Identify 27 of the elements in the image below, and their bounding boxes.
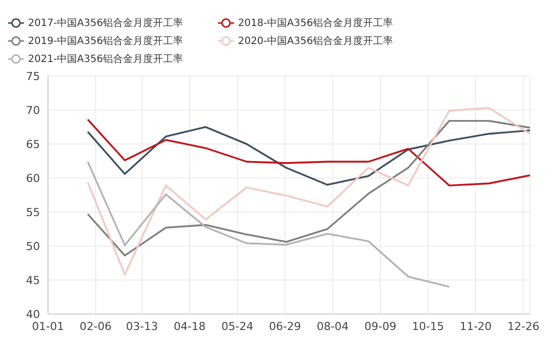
x-tick-label: 01-01	[32, 320, 64, 333]
x-tick-label: 10-15	[412, 320, 444, 333]
x-tick-label: 03-13	[126, 320, 158, 333]
x-tick-label: 08-04	[316, 320, 349, 333]
y-tick-label: 40	[26, 308, 40, 321]
y-tick-label: 65	[26, 138, 40, 151]
line-series	[86, 160, 450, 288]
legend-label: 2021-中国A356铝合金月度开工率	[28, 52, 183, 66]
y-tick-label: 70	[26, 104, 40, 117]
x-tick-label: 09-09	[364, 320, 396, 333]
x-tick-label: 02-06	[80, 320, 112, 333]
y-tick-label: 50	[26, 240, 40, 253]
legend-label: 2019-中国A356铝合金月度开工率	[28, 34, 183, 48]
y-tick-label: 45	[26, 274, 40, 287]
y-tick-label: 60	[26, 172, 40, 185]
y-tick-label: 55	[26, 206, 40, 219]
legend-label: 2017-中国A356铝合金月度开工率	[28, 16, 183, 30]
line-series	[86, 120, 530, 256]
y-tick-label: 75	[26, 70, 40, 83]
x-tick-label: 05-24	[221, 320, 254, 333]
line-series	[86, 107, 530, 276]
x-tick-label: 04-18	[174, 320, 206, 333]
x-tick-label: 06-29	[269, 320, 302, 333]
x-tick-label: 12-26	[507, 320, 540, 333]
legend-label: 2018-中国A356铝合金月度开工率	[238, 16, 393, 30]
x-tick-label: 11-20	[460, 320, 492, 333]
legend-label: 2020-中国A356铝合金月度开工率	[238, 34, 393, 48]
